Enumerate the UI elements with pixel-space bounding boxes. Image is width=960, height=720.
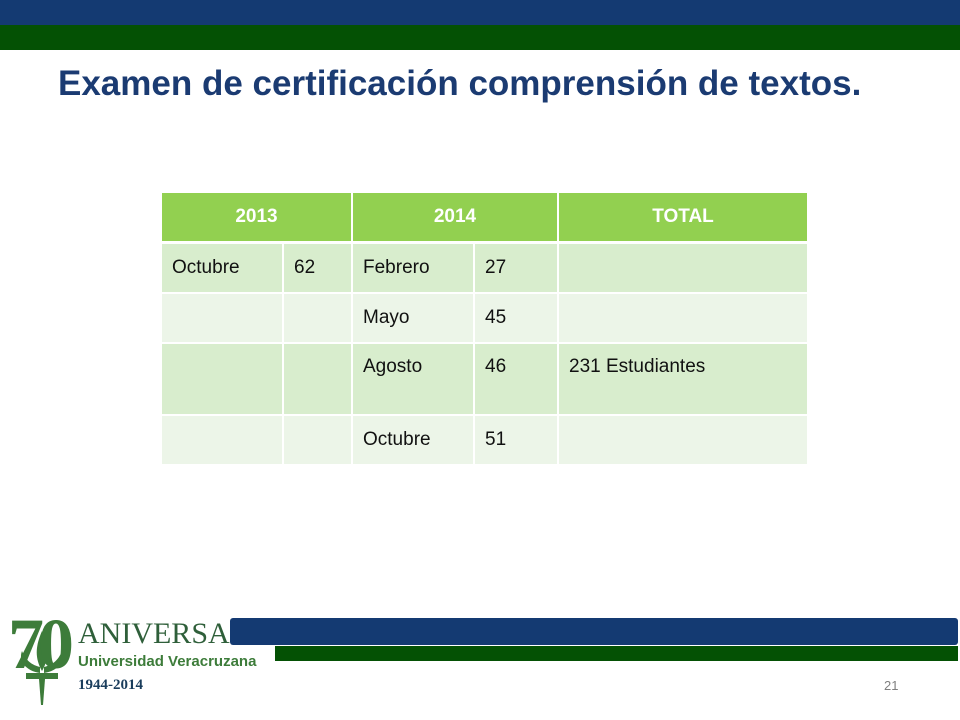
- top-green-band: [0, 25, 960, 50]
- table-cell: Agosto: [352, 342, 475, 416]
- fleur-de-lis-icon: [20, 631, 64, 705]
- table-cell: [162, 342, 284, 416]
- anniversary-logo: 70 ANIVERSARIO Universidad Veracruzana 1…: [8, 603, 281, 707]
- table-cell: Octubre: [162, 242, 284, 294]
- table-cell: [162, 292, 284, 344]
- table-cell: Octubre: [352, 414, 475, 466]
- table-cell: [558, 292, 809, 344]
- logo-number: 70: [8, 604, 74, 684]
- logo-years: 1944-2014: [78, 677, 143, 693]
- table-cell: [283, 342, 353, 416]
- table-cell: 51: [474, 414, 559, 466]
- table-row: Mayo 45: [162, 292, 809, 344]
- logo-university: Universidad Veracruzana: [78, 653, 257, 670]
- bottom-green-band: [275, 646, 958, 661]
- table-cell: [283, 414, 353, 466]
- page-number: 21: [884, 678, 899, 693]
- table-cell: [283, 292, 353, 344]
- results-table: 2013 2014 TOTAL Octubre 62 Febrero 27 Ma…: [162, 193, 809, 466]
- top-blue-band: [0, 0, 960, 25]
- slide-title: Examen de certificación comprensión de t…: [58, 64, 862, 103]
- header-2014: 2014: [352, 193, 559, 244]
- table-row: Agosto 46 231 Estudiantes: [162, 342, 809, 416]
- table-row: Octubre 62 Febrero 27: [162, 242, 809, 294]
- table-header-row: 2013 2014 TOTAL: [162, 193, 809, 244]
- header-total: TOTAL: [558, 193, 809, 244]
- table-cell: 62: [283, 242, 353, 294]
- table-cell: [558, 414, 809, 466]
- table-cell: 46: [474, 342, 559, 416]
- table-cell: 45: [474, 292, 559, 344]
- table-cell: [558, 242, 809, 294]
- bottom-blue-band: [230, 618, 958, 645]
- table-cell: 231 Estudiantes: [558, 342, 809, 416]
- table-cell: [162, 414, 284, 466]
- table-cell: 27: [474, 242, 559, 294]
- table-row: Octubre 51: [162, 414, 809, 466]
- header-2013: 2013: [162, 193, 353, 244]
- table-cell: Mayo: [352, 292, 475, 344]
- table-cell: Febrero: [352, 242, 475, 294]
